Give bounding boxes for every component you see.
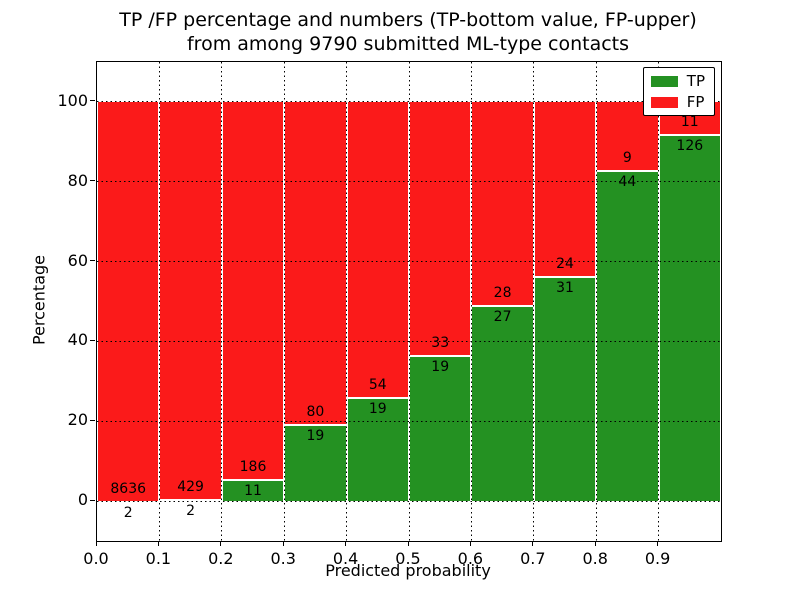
tp-count-label: 19: [431, 359, 450, 376]
fp-color-swatch: [650, 96, 678, 108]
tp-count-label: 19: [368, 401, 387, 418]
bar-fp-0.0-0.1: [97, 101, 160, 501]
fp-count-label: 186: [239, 458, 267, 475]
y-tick-label-60: 60: [67, 250, 88, 270]
chart-title-line-2: from among 9790 submitted ML-type contac…: [186, 33, 630, 55]
bar-tp-0.2-0.3: [221, 478, 285, 502]
tp-count-label: 27: [493, 309, 512, 326]
bar-tp-0.4-0.5: [346, 397, 409, 502]
legend: TP FP: [642, 67, 715, 116]
x-tick-0.7: [532, 541, 534, 546]
bar-fp-0.3-0.4: [284, 101, 347, 425]
x-tick-label-0.0: 0.0: [83, 549, 109, 568]
fp-count-label: 80: [306, 404, 325, 421]
x-tick-0.4: [345, 541, 347, 546]
y-tick-20: [90, 419, 95, 421]
x-tick-0.5: [407, 541, 409, 546]
x-tick-label-0.3: 0.3: [270, 549, 296, 568]
x-tick-label-0.2: 0.2: [208, 549, 234, 568]
tp-color-swatch: [650, 75, 678, 87]
fp-count-label: 54: [368, 377, 387, 394]
x-tick-0.6: [469, 541, 471, 546]
bar-tp-0.5-0.6: [409, 355, 472, 502]
x-tick-label-0.4: 0.4: [332, 549, 359, 568]
v-gridline-0.4: [346, 62, 348, 541]
x-tick-label-0.1: 0.1: [145, 549, 172, 568]
x-tick-label-0.9: 0.9: [644, 549, 671, 568]
x-axis-label: Predicted probability: [325, 561, 491, 580]
tp-count-label: 31: [556, 279, 574, 296]
fp-count-label: 11: [680, 113, 699, 130]
chart-title-line-1: TP /FP percentage and numbers (TP-bottom…: [119, 9, 697, 31]
fp-count-label: 28: [493, 285, 512, 302]
tp-count-label: 2: [123, 505, 133, 521]
x-tick-label-0.6: 0.6: [457, 549, 484, 568]
y-tick-80: [90, 180, 95, 182]
count-labels-layer: 8636 2 429 2 186 11 80 19 54 19 33 19 28 27 24 31 9 44 11 1…: [97, 62, 721, 541]
fp-count-label: 9: [622, 149, 632, 166]
fp-count-label: 429: [177, 479, 204, 496]
legend-label-tp: TP: [686, 72, 705, 90]
y-tick-40: [90, 339, 95, 341]
fp-count-label: 8636: [110, 481, 147, 498]
y-tick-label-40: 40: [67, 330, 88, 350]
x-tick-0.9: [657, 541, 659, 546]
tp-count-label: 19: [306, 428, 325, 445]
bar-tp-0.9-1.0: [658, 133, 721, 502]
v-gridline-0.2: [221, 62, 223, 541]
x-tick-label-0.7: 0.7: [520, 549, 546, 568]
bar-tp-0.6-0.7: [471, 305, 534, 502]
bar-fp-0.2-0.3: [221, 101, 285, 479]
v-gridline-0.7: [533, 62, 535, 541]
v-gridline-0.5: [408, 62, 410, 541]
fp-count-label: 33: [431, 335, 450, 352]
fp-count-label: 24: [556, 255, 574, 272]
bar-tp-0.3-0.4: [284, 424, 347, 502]
bar-fp-0.1-0.2: [159, 101, 222, 500]
x-tick-0.1: [157, 541, 159, 546]
bar-tp-0.7-0.8: [533, 275, 597, 502]
bar-fp-0.6-0.7: [471, 101, 534, 306]
grid-layer: [97, 62, 721, 541]
legend-label-fp: FP: [686, 93, 705, 111]
chart-title: TP /FP percentage and numbers (TP-bottom…: [96, 8, 720, 56]
x-tick-0.0: [95, 541, 97, 546]
tp-count-label: 44: [618, 173, 637, 190]
bar-fp-0.5-0.6: [409, 101, 472, 356]
plot-area: 8636 2 429 2 186 11 80 19 54 19 33 19 28 27 24 31 9 44 11 1…: [96, 61, 722, 542]
y-tick-label-100: 100: [57, 90, 88, 110]
y-tick-100: [90, 100, 95, 102]
legend-item-tp: TP: [650, 72, 705, 90]
y-tick-60: [90, 260, 95, 262]
v-gridline-0.8: [595, 62, 597, 541]
x-tick-0.8: [594, 541, 596, 546]
y-tick-label-20: 20: [67, 410, 88, 430]
x-tick-label-0.5: 0.5: [395, 549, 421, 568]
y-tick-label-80: 80: [67, 170, 88, 190]
v-gridline-0.1: [158, 62, 160, 541]
v-gridline-0.6: [470, 62, 472, 541]
v-gridline-0.3: [283, 62, 285, 541]
tp-count-label: 11: [244, 482, 262, 499]
legend-item-fp: FP: [650, 93, 705, 111]
bar-fp-0.7-0.8: [533, 101, 597, 276]
bar-fp-0.4-0.5: [346, 101, 409, 398]
y-tick-0: [90, 499, 95, 501]
x-tick-0.2: [220, 541, 222, 546]
v-gridline-0.9: [658, 62, 660, 541]
x-tick-label-0.8: 0.8: [582, 549, 608, 568]
tp-count-label: 2: [186, 503, 196, 520]
bar-tp-0.1-0.2: [159, 499, 222, 502]
x-tick-0.3: [282, 541, 284, 546]
y-tick-label-0: 0: [77, 490, 88, 510]
tp-count-label: 126: [676, 137, 704, 154]
bar-tp-0.8-0.9: [596, 169, 659, 502]
bars-layer: [97, 62, 721, 541]
